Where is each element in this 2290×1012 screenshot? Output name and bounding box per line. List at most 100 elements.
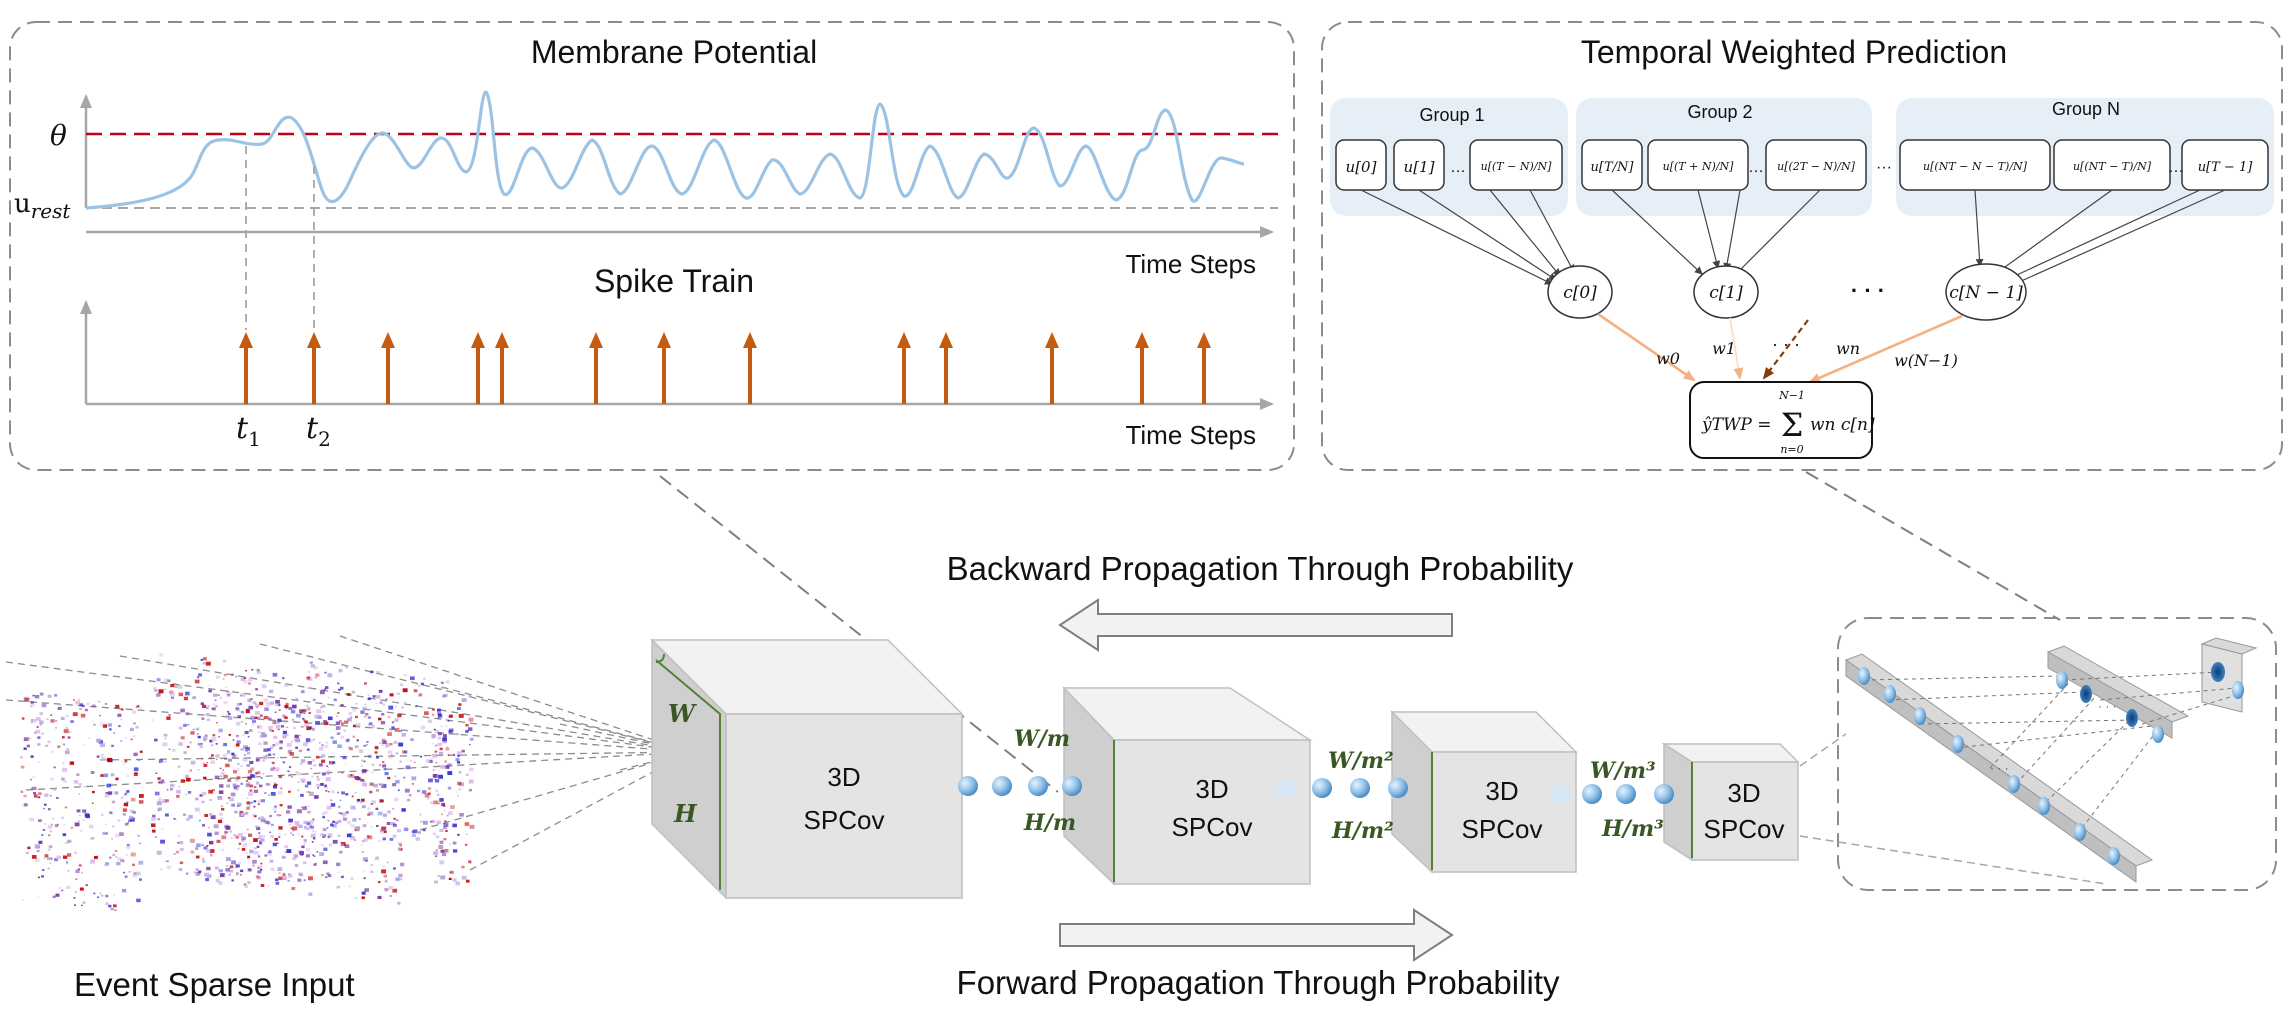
event-point	[59, 704, 62, 706]
event-point	[340, 875, 344, 879]
event-point	[363, 769, 367, 772]
event-point	[448, 877, 452, 880]
event-point	[236, 703, 241, 707]
event-point	[202, 704, 207, 708]
event-point	[380, 783, 384, 787]
neuron	[1616, 784, 1636, 804]
event-point	[67, 853, 72, 857]
event-point	[131, 710, 137, 714]
event-point	[164, 760, 167, 763]
event-point	[464, 843, 468, 846]
event-point	[107, 723, 112, 727]
event-point	[267, 885, 270, 887]
event-point	[445, 830, 448, 832]
event-point	[169, 690, 174, 694]
event-point	[379, 764, 381, 766]
event-point	[177, 685, 183, 689]
event-point	[295, 771, 299, 774]
event-point	[255, 772, 258, 775]
event-point	[305, 854, 310, 858]
event-point	[336, 715, 338, 717]
event-point	[333, 698, 337, 702]
event-point	[221, 835, 227, 840]
event-point	[388, 886, 394, 890]
event-point	[297, 789, 300, 792]
event-point	[337, 819, 342, 823]
event-point	[384, 888, 389, 892]
fan-line	[119, 655, 691, 753]
cell-label: u[(NT − T)/N]	[2073, 160, 2152, 173]
event-point	[50, 857, 53, 860]
event-point	[319, 742, 321, 744]
event-point	[300, 778, 306, 783]
event-point	[302, 709, 307, 713]
event-point	[303, 839, 307, 842]
event-point	[364, 715, 367, 718]
event-point	[78, 793, 80, 795]
event-point	[216, 758, 218, 761]
event-point	[244, 754, 246, 756]
event-point	[379, 799, 384, 803]
event-point	[201, 717, 205, 720]
event-point	[436, 793, 440, 796]
event-point	[260, 816, 264, 819]
event-point	[201, 844, 204, 846]
event-point	[138, 842, 141, 845]
event-point	[374, 745, 379, 749]
event-point	[33, 792, 37, 795]
event-point	[367, 697, 371, 701]
event-point	[209, 798, 212, 801]
event-point	[337, 712, 340, 714]
event-point	[110, 773, 115, 777]
event-point	[247, 770, 253, 774]
event-point	[409, 759, 413, 762]
event-point	[242, 734, 245, 737]
event-point	[26, 744, 30, 748]
event-point	[258, 834, 263, 839]
event-point	[247, 868, 252, 872]
event-point	[104, 794, 109, 798]
event-point	[307, 805, 310, 807]
event-point	[324, 785, 328, 789]
event-point	[389, 755, 393, 759]
event-point	[360, 778, 364, 782]
event-point	[294, 821, 300, 825]
group-n-cells: u[(NT − N − T)/N] u[(NT − T)/N] … u[T − …	[1899, 139, 2269, 191]
event-point	[368, 722, 373, 726]
event-point	[307, 676, 313, 681]
event-point	[259, 714, 263, 717]
event-point	[367, 822, 369, 824]
event-point	[260, 818, 266, 823]
event-point	[425, 759, 431, 763]
event-point	[399, 862, 405, 867]
event-point	[228, 758, 232, 762]
block-4-height: H/m³	[1601, 816, 1664, 842]
event-point	[231, 879, 234, 882]
event-point	[62, 855, 68, 859]
event-point	[96, 738, 102, 743]
event-point	[403, 827, 409, 832]
event-point	[79, 887, 84, 891]
event-point	[115, 855, 118, 858]
event-point	[322, 860, 328, 865]
event-point	[123, 793, 127, 796]
event-point	[434, 779, 440, 783]
event-point	[250, 801, 253, 804]
event-point	[85, 884, 88, 887]
event-point	[133, 767, 139, 772]
event-point	[401, 706, 404, 709]
event-point	[365, 712, 369, 716]
event-point	[215, 879, 220, 883]
event-point	[431, 713, 435, 716]
event-point	[232, 754, 237, 758]
event-point	[210, 815, 216, 820]
event-point	[204, 872, 209, 877]
event-point	[387, 776, 391, 780]
event-point	[35, 858, 40, 863]
event-point	[260, 862, 263, 865]
event-point	[84, 708, 88, 712]
event-point	[378, 783, 381, 786]
event-point	[294, 864, 299, 867]
event-point	[269, 831, 271, 833]
event-point	[240, 694, 243, 697]
